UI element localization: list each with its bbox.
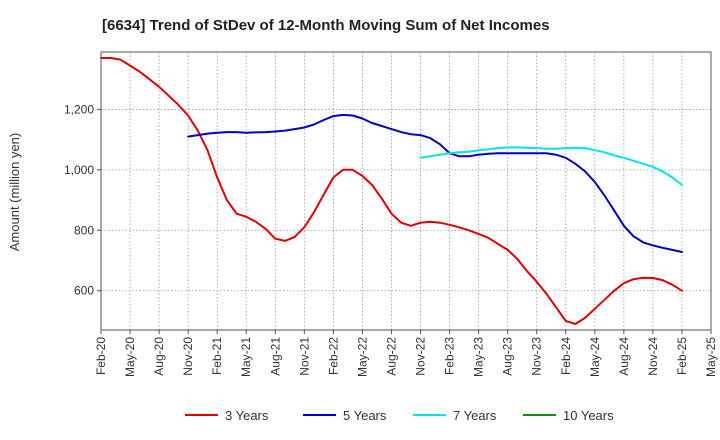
x-tick-label: Aug-21 [268, 337, 282, 376]
series-line-7-years [419, 146, 683, 186]
grid-lines [100, 52, 712, 330]
x-tick-label: Feb-21 [210, 337, 224, 375]
x-tick-label: Nov-23 [530, 337, 544, 376]
x-tick-label: Feb-23 [443, 337, 457, 375]
chart-title: [6634] Trend of StDev of 12-Month Moving… [102, 17, 550, 34]
x-tick-label: Nov-21 [297, 337, 311, 376]
x-tick-label: Feb-25 [675, 337, 689, 375]
x-tick-label: May-25 [704, 337, 718, 377]
x-tick-label: Nov-20 [181, 337, 195, 376]
x-tick-label: May-21 [239, 337, 253, 377]
legend: 3 Years 5 Years 7 Years 10 Years [185, 408, 614, 423]
y-ticks: 600 800 1,000 1,200 [64, 102, 101, 298]
legend-label: 7 Years [453, 408, 497, 423]
y-tick-label: 800 [74, 223, 94, 237]
x-tick-label: May-20 [123, 337, 137, 377]
series-lines [100, 57, 683, 325]
x-tick-label: Nov-22 [414, 337, 428, 376]
x-tick-label: Feb-20 [94, 337, 108, 375]
x-tick-label: Feb-22 [326, 337, 340, 375]
y-tick-label: 1,200 [64, 102, 94, 116]
x-tick-label: Nov-24 [646, 337, 660, 376]
series-line-3-years [100, 57, 683, 325]
x-tick-label: Feb-24 [559, 337, 573, 375]
x-tick-label: Aug-23 [501, 337, 515, 376]
x-tick-label: Aug-24 [617, 337, 631, 376]
y-tick-label: 600 [74, 284, 94, 298]
x-tick-label: May-22 [355, 337, 369, 377]
x-ticks: Feb-20 May-20 Aug-20 Nov-20 Feb-21 May-21 Aug-… [94, 330, 718, 377]
y-tick-label: 1,000 [64, 163, 94, 177]
x-tick-label: Aug-22 [384, 337, 398, 376]
x-tick-label: May-24 [588, 337, 602, 377]
legend-label: 3 Years [225, 408, 269, 423]
legend-label: 10 Years [563, 408, 614, 423]
x-tick-label: Aug-20 [152, 337, 166, 376]
y-axis-label: Amount (million yen) [7, 133, 22, 252]
legend-label: 5 Years [343, 408, 387, 423]
plot-frame [100, 51, 712, 331]
series-line-5-years [187, 113, 683, 253]
x-tick-label: May-23 [472, 337, 486, 377]
